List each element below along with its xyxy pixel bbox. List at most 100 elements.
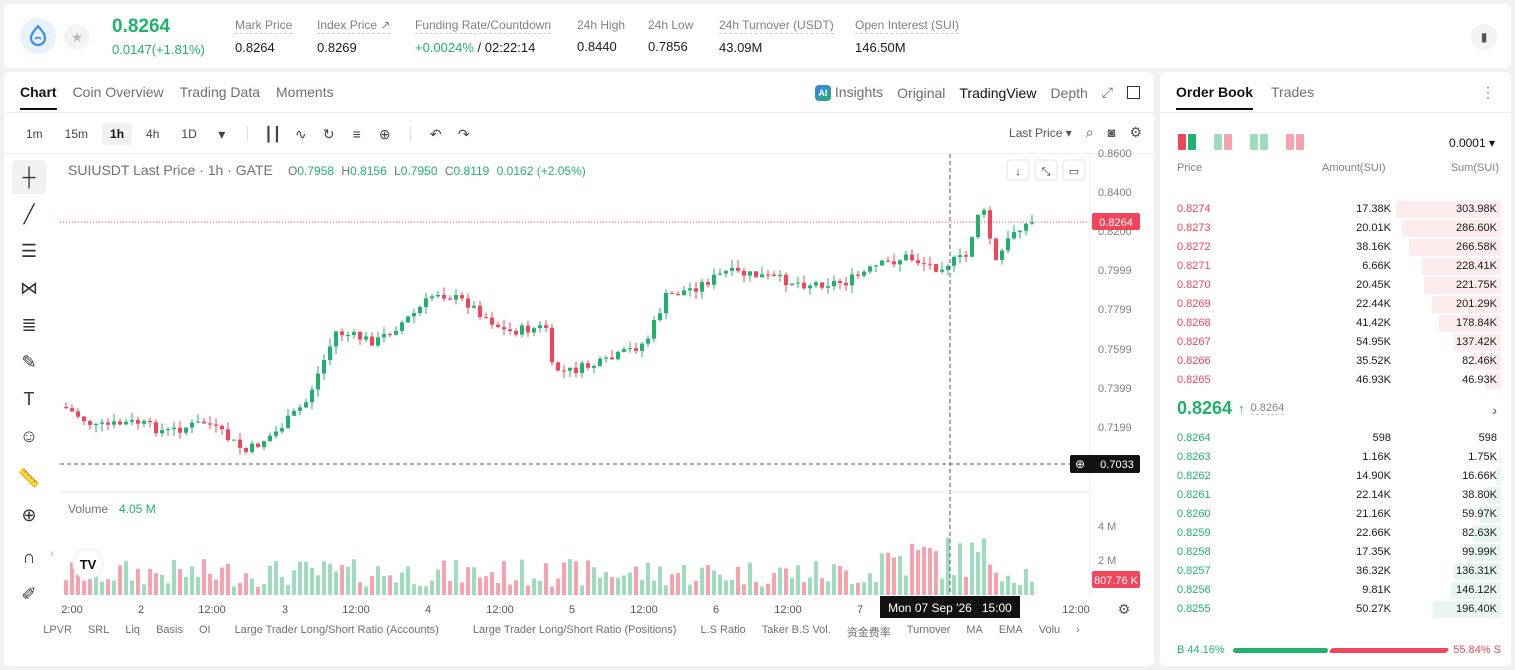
tab-chart[interactable]: Chart (20, 84, 57, 110)
bid-row[interactable]: 0.8258 17.35K 99.99K (1160, 543, 1511, 562)
indicator-basis[interactable]: Basis (156, 624, 183, 636)
bid-row[interactable]: 0.8256 9.81K 146.12K (1160, 581, 1511, 600)
ask-row[interactable]: 0.8265 46.93K 46.93K (1160, 371, 1511, 390)
timeframe-15m[interactable]: 15m (64, 127, 89, 141)
tab-depth[interactable]: Depth (1050, 84, 1088, 101)
replay-icon[interactable]: ↻ (322, 125, 335, 142)
timeframe-4h[interactable]: 4h (146, 127, 160, 141)
ask-row[interactable]: 0.8268 41.42K 178.84K (1160, 314, 1511, 333)
tab-order-book[interactable]: Order Book (1176, 84, 1254, 110)
indicator-volume[interactable]: Volu (1038, 624, 1061, 636)
gear-icon[interactable]: ⚙ (1129, 124, 1142, 140)
search-icon[interactable]: ⌕ (1085, 124, 1094, 140)
indicator-lpvr[interactable]: LPVR (43, 624, 72, 636)
crosshair-icon[interactable]: ┼ (12, 160, 46, 194)
mid-price-row[interactable]: 0.8264 ↑ 0.8264 (1177, 398, 1285, 419)
bid-row[interactable]: 0.8261 22.14K 38.80K (1160, 486, 1511, 505)
stat-index-price[interactable]: Index Price ↗ 0.8269 (317, 18, 391, 55)
horizontal-lines-icon[interactable]: ☰ (20, 240, 38, 261)
indicator-ls-positions[interactable]: Large Trader Long/Short Ratio (Positions… (472, 624, 677, 636)
tab-coin-overview[interactable]: Coin Overview (72, 84, 164, 100)
bid-row[interactable]: 0.8262 14.90K 16.66K (1160, 467, 1511, 486)
tab-tradingview[interactable]: TradingView (959, 84, 1037, 101)
bid-price: 0.8258 (1177, 546, 1211, 558)
candle-body (766, 274, 770, 276)
volume-bar (712, 570, 716, 595)
magnet-icon[interactable]: ∩ (22, 546, 36, 567)
ask-row[interactable]: 0.8274 17.38K 303.98K (1160, 200, 1511, 219)
candle-body (346, 335, 350, 337)
brush-icon[interactable]: ✎ (21, 351, 37, 372)
templates-icon[interactable]: ≡ (352, 126, 361, 142)
trendline-icon[interactable]: ╱ (23, 203, 35, 224)
pattern-icon[interactable]: ⋈ (20, 277, 38, 298)
ask-row[interactable]: 0.8270 20.45K 221.75K (1160, 276, 1511, 295)
ask-row[interactable]: 0.8267 54.95K 137.42K (1160, 333, 1511, 352)
volume-bar (454, 559, 458, 595)
tab-trading-data[interactable]: Trading Data (179, 84, 261, 100)
bid-row[interactable]: 0.8255 50.27K 196.40K (1160, 600, 1511, 619)
view-split-icon[interactable] (1214, 134, 1232, 150)
volume-bar (1000, 581, 1004, 595)
text-icon[interactable]: T (23, 388, 35, 409)
ask-row[interactable]: 0.8266 35.52K 82.46K (1160, 352, 1511, 371)
ask-row[interactable]: 0.8273 20.01K 286.60K (1160, 219, 1511, 238)
candle-body (850, 274, 854, 286)
zoom-in-icon[interactable]: ⊕ (21, 504, 37, 525)
pencil-icon[interactable]: ✐ (21, 583, 37, 604)
tab-trades[interactable]: Trades (1271, 84, 1315, 100)
indicator-ema[interactable]: EMA (998, 624, 1023, 636)
indicator-turnover[interactable]: Turnover (906, 624, 951, 636)
view-bids-icon[interactable] (1250, 134, 1268, 150)
tab-original[interactable]: Original (897, 84, 946, 101)
candle-body (484, 317, 488, 319)
add-indicator-icon[interactable]: ⊕ (378, 125, 391, 142)
indicator-taker-vol[interactable]: Taker B.S Vol. (761, 624, 831, 636)
camera-icon[interactable]: ◙ (1107, 125, 1116, 140)
candle-body (772, 274, 776, 276)
price-source-select[interactable]: Last Price ▾ (1009, 125, 1072, 140)
redo-icon[interactable]: ↷ (457, 125, 470, 142)
chevron-right-icon[interactable]: › (1492, 402, 1497, 418)
ruler-icon[interactable]: 📏 (17, 467, 41, 488)
undo-icon[interactable]: ↶ (429, 125, 442, 142)
ask-row[interactable]: 0.8272 38.16K 266.58K (1160, 238, 1511, 257)
more-icon[interactable]: ⋮ (1481, 84, 1495, 100)
emoji-icon[interactable]: ☺ (19, 425, 39, 446)
chevron-right-icon[interactable]: › (1076, 624, 1080, 636)
ask-price: 0.8265 (1177, 374, 1211, 386)
window-icon[interactable] (1127, 86, 1140, 100)
bid-row[interactable]: 0.8264 598 598 (1160, 429, 1511, 448)
timeframe-1m[interactable]: 1m (26, 127, 43, 141)
candle-body (580, 363, 584, 373)
precision-select[interactable]: 0.0001 ▾ (1448, 136, 1495, 150)
timeframe-1d[interactable]: 1D (181, 127, 197, 141)
view-both-icon[interactable] (1178, 134, 1196, 150)
indicator-oi[interactable]: OI (198, 624, 211, 636)
tab-moments[interactable]: Moments (276, 84, 334, 100)
favorite-star-icon[interactable]: ★ (64, 24, 90, 50)
time-axis-label: 12:00 (198, 604, 226, 616)
chevron-down-icon[interactable]: ▾ (218, 125, 226, 142)
view-asks-icon[interactable] (1286, 134, 1304, 150)
indicator-ls-ratio[interactable]: L.S Ratio (700, 624, 746, 636)
timeframe-1h[interactable]: 1h (102, 123, 133, 145)
bid-row[interactable]: 0.8259 22.66K 82.63K (1160, 524, 1511, 543)
indicators-icon[interactable]: ∿ (294, 125, 307, 142)
book-icon[interactable]: ▮ (1471, 24, 1497, 50)
expand-icon[interactable]: ⤢ (1101, 84, 1113, 101)
bid-row[interactable]: 0.8257 36.32K 136.31K (1160, 562, 1511, 581)
tab-insights[interactable]: AI Insights (814, 84, 883, 102)
indicator-srl[interactable]: SRL (87, 624, 110, 636)
indicator-liq[interactable]: Liq (125, 624, 141, 636)
bid-row[interactable]: 0.8263 1.16K 1.75K (1160, 448, 1511, 467)
fib-icon[interactable]: ≣ (21, 314, 37, 335)
ask-row[interactable]: 0.8269 22.44K 201.29K (1160, 295, 1511, 314)
ask-row[interactable]: 0.8271 6.66K 228.41K (1160, 257, 1511, 276)
indicator-ls-accounts[interactable]: Large Trader Long/Short Ratio (Accounts) (234, 624, 439, 636)
candlestick-chart[interactable]: 0.86000.84000.82000.79990.77990.75990.73… (4, 72, 1154, 666)
bid-row[interactable]: 0.8260 21.16K 59.97K (1160, 505, 1511, 524)
indicator-funding[interactable]: 资金费率 (846, 627, 891, 639)
candle-type-icon[interactable]: ┃┃ (264, 125, 282, 142)
indicator-ma[interactable]: MA (966, 624, 983, 636)
